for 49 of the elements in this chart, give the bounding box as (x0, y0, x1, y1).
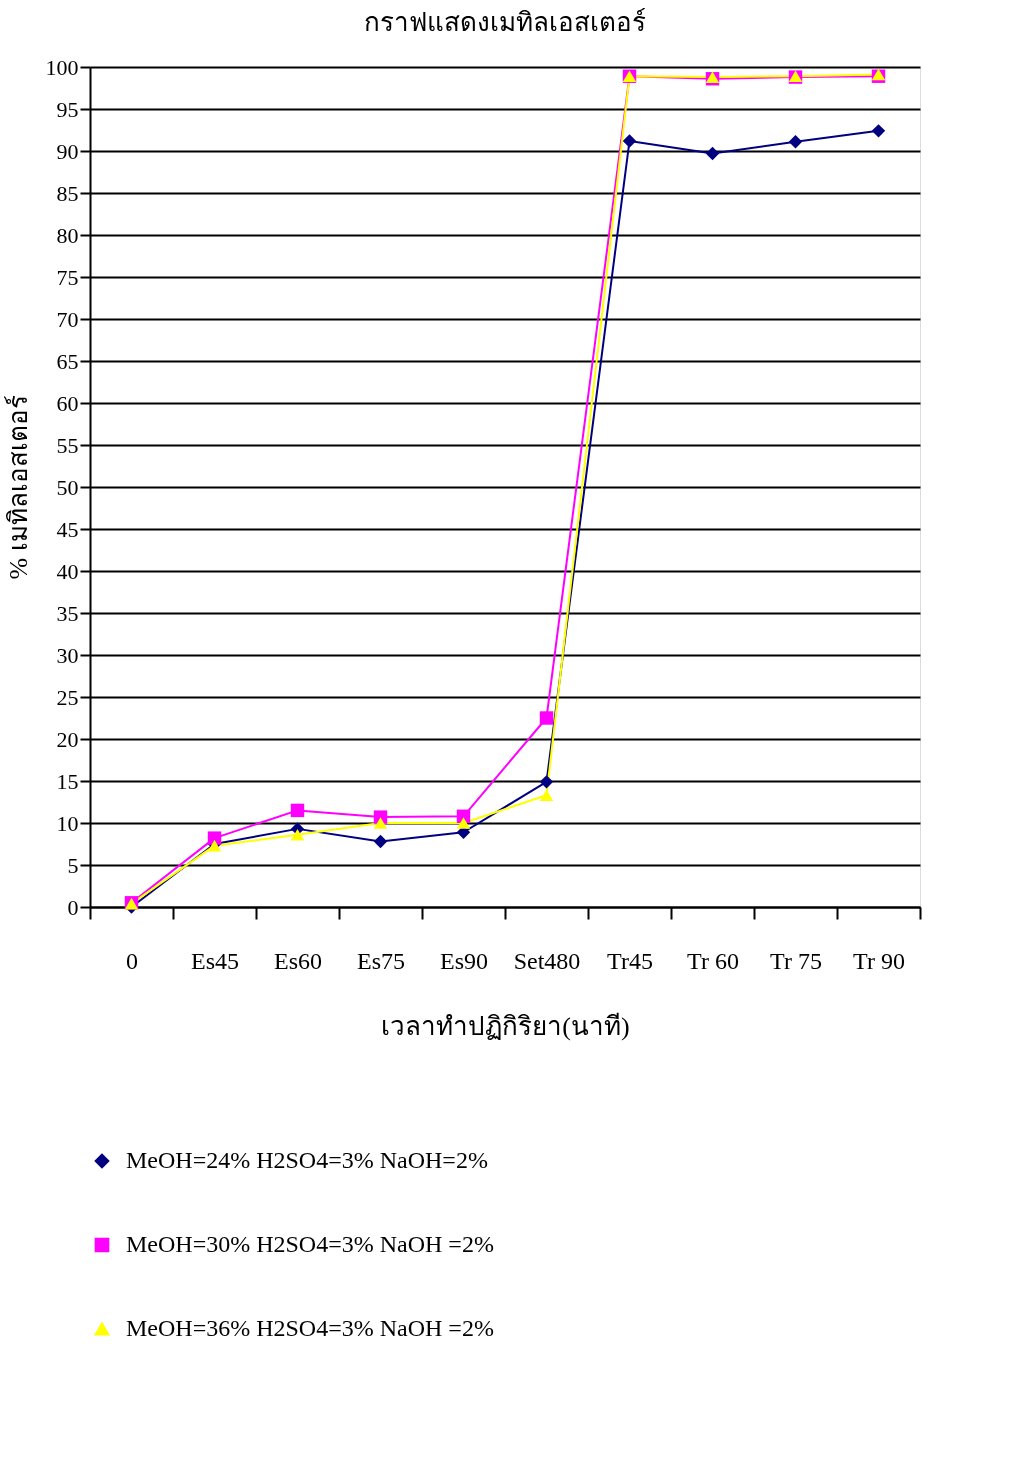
y-tick-label: 10 (56, 810, 79, 836)
x-tick-label: 0 (126, 947, 138, 974)
y-tick-label: 60 (56, 390, 79, 416)
point (539, 775, 554, 789)
x-tick-label: Es75 (357, 947, 405, 974)
x-tick-label: Tr45 (607, 947, 653, 974)
x-tick-label: Es45 (191, 947, 239, 974)
point (539, 711, 554, 725)
y-tick-label: 75 (56, 264, 79, 290)
y-tick-label: 50 (56, 474, 79, 500)
y-tick-label: 0 (67, 894, 79, 920)
point (373, 834, 388, 849)
y-tick-label: 15 (56, 768, 79, 794)
x-tick-label: Set480 (513, 947, 581, 974)
y-tick-label: 40 (56, 558, 79, 584)
point (290, 828, 305, 841)
y-tick-label: 95 (56, 96, 79, 122)
point (290, 803, 305, 818)
y-tick-label: 45 (56, 516, 79, 542)
y-tick-label: 35 (56, 600, 79, 626)
x-axis-title: เวลาทำปฏิกิริยา(นาที) (381, 1011, 630, 1041)
point (539, 789, 554, 802)
y-tick-label: 65 (56, 348, 79, 374)
y-tick-label: 20 (56, 726, 79, 752)
y-tick-label: 5 (67, 852, 79, 878)
x-tick-label: Tr 75 (770, 947, 822, 974)
legend-label: MeOH=30% H2SO4=3% NaOH =2% (126, 1231, 494, 1257)
legend-label: MeOH=24% H2SO4=3% NaOH=2% (126, 1147, 488, 1173)
point (373, 817, 388, 829)
y-tick-label: 25 (56, 684, 79, 710)
x-tick-label: Es90 (440, 947, 488, 974)
y-tick-label: 85 (56, 180, 79, 206)
y-tick-label: 90 (56, 138, 79, 164)
x-tick-label: Tr 60 (687, 947, 739, 974)
y-tick-label: 30 (56, 642, 79, 668)
legend-label: MeOH=36% H2SO4=3% NaOH =2% (126, 1315, 494, 1341)
chart-title: กราฟแสดงเมทิลเอสเตอร์ (364, 8, 646, 37)
x-tick-label: Tr 90 (853, 947, 905, 974)
point (622, 134, 637, 148)
y-tick-label: 100 (45, 54, 79, 80)
x-tick-label: Es60 (274, 947, 322, 974)
y-tick-label: 80 (56, 222, 79, 248)
y-axis-title: % เมทิลเอสเตอร์ (3, 395, 33, 580)
point (871, 124, 886, 138)
point (788, 135, 803, 149)
y-tick-label: 55 (56, 432, 79, 458)
y-tick-label: 70 (56, 306, 79, 332)
point (705, 146, 720, 161)
point (456, 817, 471, 829)
